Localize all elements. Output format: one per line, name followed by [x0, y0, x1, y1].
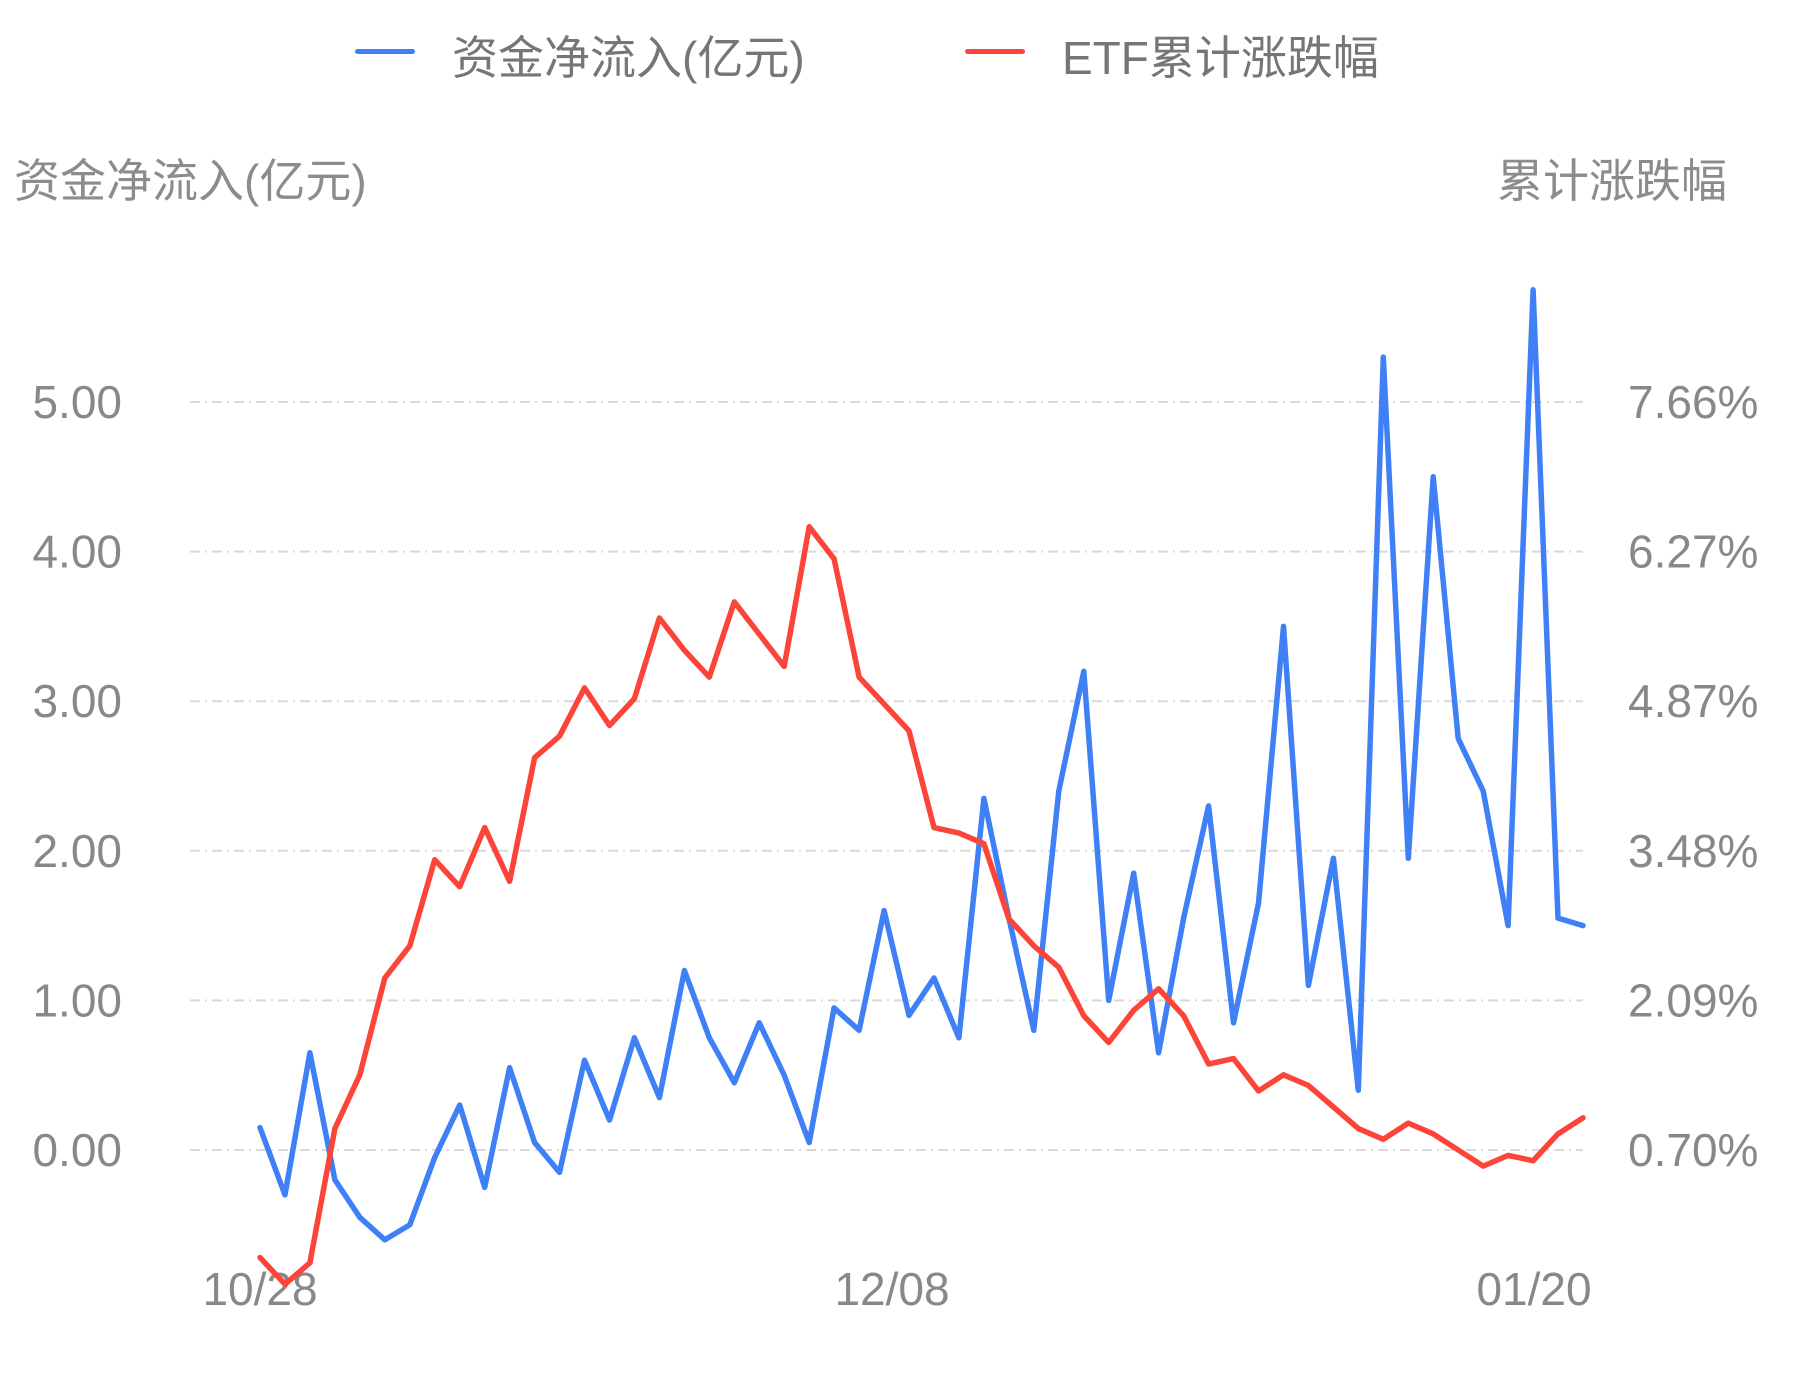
svg-text:4.00: 4.00	[32, 526, 122, 578]
svg-text:3.48%: 3.48%	[1628, 825, 1758, 877]
svg-text:0.00: 0.00	[32, 1124, 122, 1176]
svg-text:2.00: 2.00	[32, 825, 122, 877]
svg-text:7.66%: 7.66%	[1628, 376, 1758, 428]
svg-text:12/08: 12/08	[834, 1263, 949, 1315]
svg-text:5.00: 5.00	[32, 376, 122, 428]
svg-text:01/20: 01/20	[1476, 1263, 1591, 1315]
svg-text:2.09%: 2.09%	[1628, 974, 1758, 1026]
svg-text:4.87%: 4.87%	[1628, 675, 1758, 727]
svg-text:3.00: 3.00	[32, 675, 122, 727]
svg-text:0.70%: 0.70%	[1628, 1124, 1758, 1176]
svg-text:6.27%: 6.27%	[1628, 526, 1758, 578]
svg-text:1.00: 1.00	[32, 974, 122, 1026]
